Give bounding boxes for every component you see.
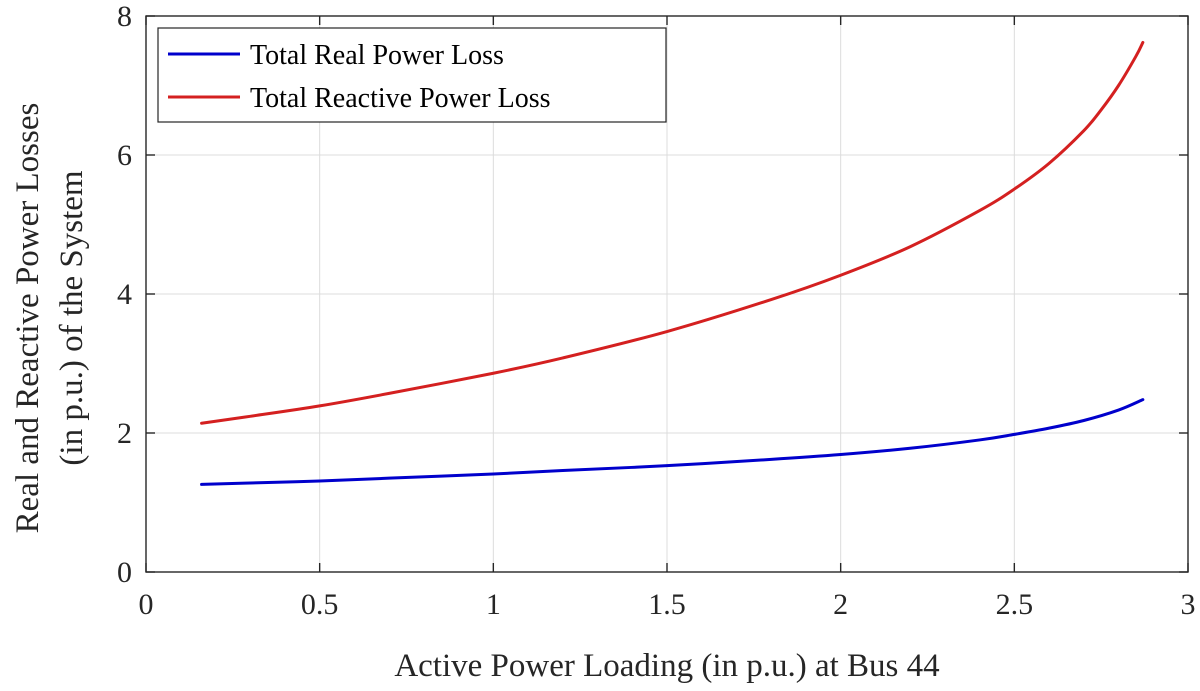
legend: Total Real Power Loss Total Reactive Pow… <box>157 27 667 123</box>
x-tick-label: 2 <box>833 588 848 621</box>
y-tick-label: 6 <box>117 139 132 172</box>
x-tick-label: 0.5 <box>301 588 339 621</box>
x-tick-label: 0 <box>139 588 154 621</box>
legend-box <box>157 27 667 123</box>
series-line-reactive-power-loss <box>200 40 1145 425</box>
x-tick-label: 3 <box>1181 588 1196 621</box>
series-lines <box>200 40 1145 486</box>
axis-ticks: 0 0.5 1 1.5 2 2.5 3 0 2 4 6 8 <box>117 0 1196 621</box>
y-axis-title: Real and Reactive Power Losses (in p.u.)… <box>10 103 90 534</box>
legend-label-real: Total Real Power Loss <box>250 40 504 71</box>
y-tick-label: 2 <box>117 417 132 450</box>
y-axis-title-line2: (in p.u.) of the System <box>54 170 90 465</box>
x-axis-title: Active Power Loading (in p.u.) at Bus 44 <box>394 648 939 684</box>
x-tick-label: 1 <box>486 588 501 621</box>
y-tick-label: 8 <box>117 0 132 33</box>
x-tick-label: 1.5 <box>648 588 686 621</box>
y-tick-label: 0 <box>117 556 132 589</box>
x-tick-label: 2.5 <box>996 588 1034 621</box>
legend-label-reactive: Total Reactive Power Loss <box>250 83 551 114</box>
y-axis-title-line1: Real and Reactive Power Losses <box>10 103 46 534</box>
y-tick-label: 4 <box>117 278 132 311</box>
series-line-real-power-loss <box>200 398 1145 486</box>
